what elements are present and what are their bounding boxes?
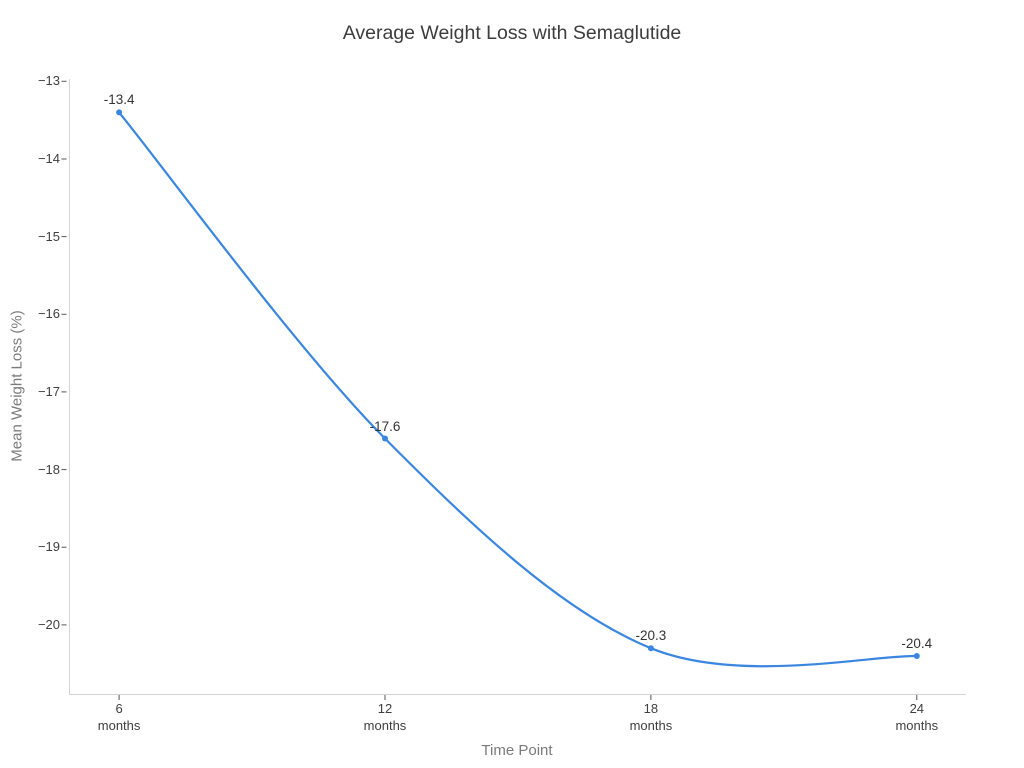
line-series xyxy=(118,111,918,668)
x-axis-title: Time Point xyxy=(481,742,553,759)
y-tick-label: −19 xyxy=(37,539,60,555)
y-tick-label: −17 xyxy=(37,383,60,399)
y-tick-label: −13 xyxy=(37,73,60,89)
y-tick-label: −15 xyxy=(37,228,60,244)
data-point-label: -20.4 xyxy=(901,636,933,651)
y-tick-label: −14 xyxy=(37,151,60,166)
data-point-marker xyxy=(382,435,388,442)
y-tick-label: −18 xyxy=(37,461,60,477)
data-point-marker xyxy=(913,653,920,659)
chart-title: Average Weight Loss with Semaglutide xyxy=(342,22,682,44)
data-point-label: -17.6 xyxy=(369,418,401,434)
y-tick-label: −20 xyxy=(37,616,60,632)
x-tick-label: 12 months xyxy=(363,701,407,733)
data-point-marker xyxy=(647,645,654,652)
data-point-label: -20.3 xyxy=(635,628,667,644)
x-tick-label: 24 months xyxy=(895,701,939,733)
x-tick-label: 18 months xyxy=(629,701,673,733)
data-point-label: -13.4 xyxy=(103,92,135,108)
x-tick-label: 6 months xyxy=(97,701,141,733)
y-tick-label: −16 xyxy=(37,306,60,322)
data-point-marker xyxy=(116,109,123,116)
